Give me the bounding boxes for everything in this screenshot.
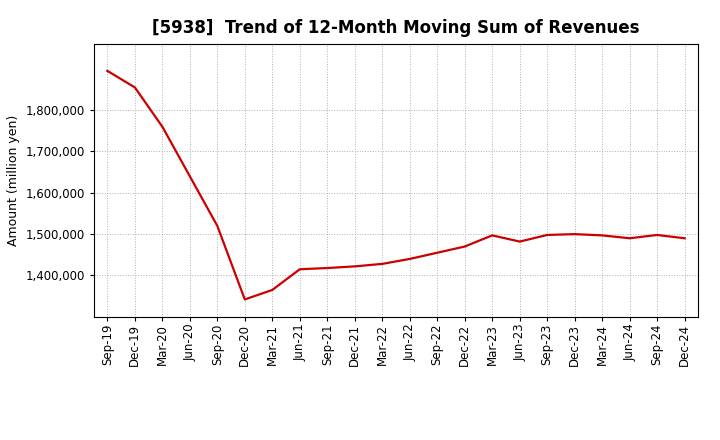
Title: [5938]  Trend of 12-Month Moving Sum of Revenues: [5938] Trend of 12-Month Moving Sum of R… xyxy=(152,19,640,37)
Y-axis label: Amount (million yen): Amount (million yen) xyxy=(6,115,19,246)
